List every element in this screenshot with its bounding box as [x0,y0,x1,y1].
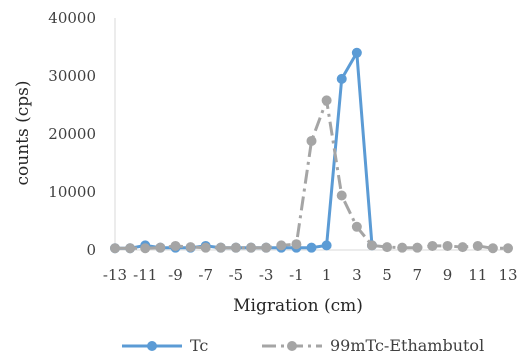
x-tick-label: 13 [498,266,517,284]
data-point [503,243,513,254]
x-tick-label: -9 [168,266,183,284]
legend-item: Tc [122,336,208,355]
y-tick-label: 0 [86,241,96,259]
x-tick-label: 3 [352,266,362,284]
data-point [306,135,317,146]
x-tick-label: -7 [198,266,213,284]
data-point [321,240,332,251]
y-tick-label: 40000 [48,9,96,27]
y-axis-title: counts (cps) [13,80,33,185]
legend-label: Tc [190,336,208,355]
data-point [306,242,317,253]
data-point [261,242,272,253]
data-point [110,243,120,254]
data-point [230,242,241,253]
x-axis-title: Migration (cm) [233,296,363,316]
data-point [291,239,302,250]
y-tick-label: 10000 [48,183,96,201]
x-tick-label: -1 [289,266,304,284]
x-tick-label: -13 [103,266,127,284]
data-point [246,242,257,253]
series-layer [110,47,513,254]
series-99mtc-ethambutol [110,95,513,254]
data-point [200,242,211,253]
y-axis-ticks: 0 10000 20000 30000 40000 [48,9,96,259]
data-point [125,243,136,254]
data-point [412,242,423,253]
x-tick-label: 7 [413,266,423,284]
data-point [366,240,377,251]
x-tick-label: 11 [468,266,487,284]
data-point [472,240,483,251]
x-tick-label: 5 [382,266,392,284]
legend-label: 99mTc-Ethambutol [330,336,484,355]
data-point [321,95,332,106]
data-point [397,242,408,253]
data-point [351,221,362,232]
series-tc [110,47,377,254]
x-tick-label: -5 [229,266,244,284]
x-tick-label: -11 [133,266,157,284]
data-point [351,47,362,58]
x-axis-ticks: -13 -11 -9 -7 -5 -3 -1 1 3 5 7 9 11 13 [103,266,517,284]
axes [114,18,508,251]
y-tick-label: 20000 [48,125,96,143]
y-tick-label: 30000 [48,67,96,85]
data-point [170,240,181,251]
legend: Tc 99mTc-Ethambutol [122,336,484,355]
legend-swatch-marker [147,341,157,351]
x-tick-label: -3 [259,266,274,284]
data-point [215,242,226,253]
data-point [487,243,498,254]
x-tick-label: 1 [322,266,332,284]
data-point [336,73,347,84]
x-tick-label: 9 [443,266,453,284]
data-point [336,190,347,201]
legend-item: 99mTc-Ethambutol [262,336,484,355]
legend-swatch-marker [287,341,297,351]
data-point [276,240,287,251]
data-point [185,242,196,253]
data-point [382,242,393,253]
series-line [115,98,508,250]
data-point [427,240,438,251]
data-point [457,242,468,253]
data-point [140,243,151,254]
data-point [155,242,166,253]
data-point [442,240,453,251]
